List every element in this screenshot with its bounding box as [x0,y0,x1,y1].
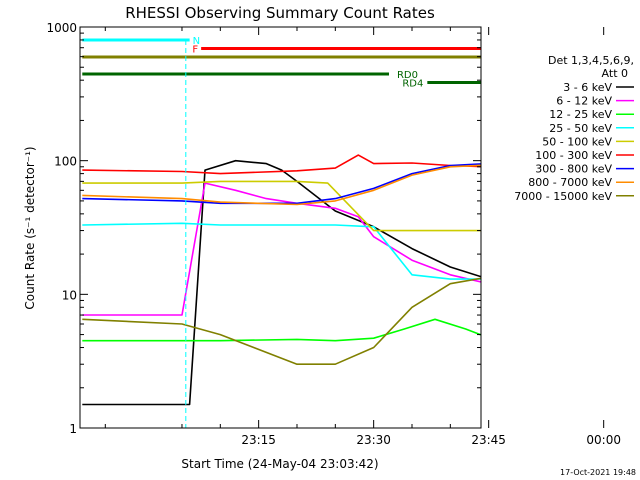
series-line-3 [82,318,481,342]
x-tick-label: 23:30 [356,433,391,447]
flag-label-rd0: RD0 [397,70,418,81]
series-line-1 [82,159,481,406]
legend-label-5: 50 - 100 keV [542,135,612,148]
vertical-markers [185,40,187,428]
flag-label-f: F [192,45,198,56]
y-tick-label: 10 [62,288,77,302]
flag-label-rd4: RD4 [402,79,423,90]
series-line-6 [82,154,481,175]
y-axis-label: Count Rate (s⁻¹ detector⁻¹) [23,146,37,309]
legend-label-9: 7000 - 15000 keV [514,190,612,203]
y-tick-label: 1 [69,422,77,436]
x-axis-label: Start Time (24-May-04 23:03:42) [181,457,378,471]
y-tick-label: 1000 [46,21,77,35]
legend-label-4: 25 - 50 keV [549,122,612,135]
observing-flags: NFFD1FD2RD0RD4 [82,36,481,90]
legend-label-3: 12 - 25 keV [549,108,612,121]
footer-timestamp: 17-Oct-2021 19:48 [560,468,636,477]
legend-header-line-1: Det 1,3,4,5,6,9, [548,54,634,67]
series-lines [82,154,481,406]
series-line-5 [82,180,481,232]
flag-label-n: N [193,36,200,47]
legend-label-8: 800 - 7000 keV [528,176,612,189]
series-line-9 [82,277,481,366]
series-line-2 [82,182,481,316]
series-line-4 [82,222,481,280]
legend-label-6: 100 - 300 keV [535,149,612,162]
legend-header-line-2: Att 0 [602,67,628,80]
chart-title: RHESSI Observing Summary Count Rates [125,4,435,22]
plot-frame [79,26,482,429]
x-tick-label: 00:00 [586,433,621,447]
series-line-8 [82,164,481,206]
y-tick-label: 100 [54,155,77,169]
x-tick-label: 23:15 [241,433,276,447]
x-tick-label: 23:45 [471,433,506,447]
legend-label-7: 300 - 800 keV [535,163,612,176]
series-line-7 [82,163,481,205]
legend-label-1: 3 - 6 keV [563,81,612,94]
legend-label-2: 6 - 12 keV [556,95,612,108]
